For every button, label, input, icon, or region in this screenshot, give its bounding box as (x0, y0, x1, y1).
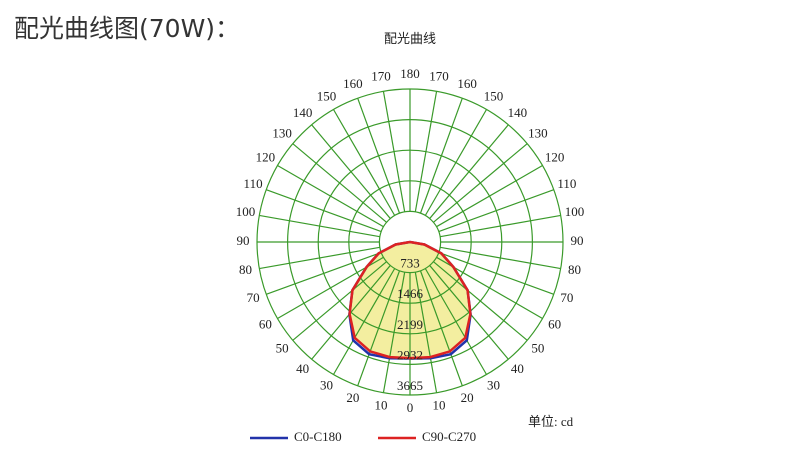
angle-label: 30 (320, 378, 333, 393)
grid-spoke (357, 270, 401, 386)
grid-spoke (440, 246, 561, 270)
grid-spoke (259, 214, 380, 238)
grid-spoke (311, 124, 391, 219)
angle-label: 110 (557, 176, 576, 191)
angle-label: 90 (237, 233, 250, 248)
grid-spoke (433, 143, 528, 223)
angle-label: 130 (272, 126, 292, 141)
angle-label: 70 (247, 290, 260, 305)
angle-label: 90 (571, 233, 584, 248)
angle-label: 110 (244, 176, 263, 191)
r-tick-label: 733 (400, 256, 420, 271)
legend-label: C90-C270 (422, 429, 476, 444)
grid-spoke (266, 251, 382, 295)
grid-spoke (414, 272, 438, 393)
grid-spoke (424, 268, 488, 375)
r-tick-label: 2932 (397, 347, 423, 362)
angle-label: 60 (259, 316, 272, 331)
angle-label: 50 (531, 340, 544, 355)
grid-spoke (438, 189, 554, 233)
grid-spoke (332, 109, 396, 216)
angle-label: 150 (317, 88, 337, 103)
grid-spoke (424, 109, 488, 216)
curve (409, 240, 472, 360)
curve (348, 240, 411, 360)
angle-label: 150 (484, 88, 504, 103)
angle-label: 60 (548, 316, 561, 331)
angle-label: 120 (545, 149, 565, 164)
angle-label: 0 (407, 400, 414, 415)
angle-label: 50 (276, 340, 289, 355)
angle-label: 140 (293, 105, 313, 120)
angle-label: 100 (565, 204, 585, 219)
legend-label: C0-C180 (294, 429, 342, 444)
grid-spoke (259, 246, 380, 270)
page-title: 配光曲线图(70W)： (14, 14, 240, 43)
angle-label: 100 (236, 204, 256, 219)
angle-label: 120 (256, 149, 276, 164)
grid-spoke (438, 251, 554, 295)
angle-label: 160 (457, 76, 477, 91)
r-tick-label: 1466 (397, 286, 424, 301)
angle-label: 40 (511, 361, 524, 376)
angle-label: 160 (343, 76, 363, 91)
grid-spoke (419, 98, 463, 214)
unit-label: 单位: cd (528, 414, 574, 429)
angle-label: 20 (461, 390, 474, 405)
grid-spoke (266, 189, 382, 233)
angle-label: 40 (296, 361, 309, 376)
angle-label: 140 (508, 105, 528, 120)
grid-spoke (436, 164, 543, 228)
chart-title: 配光曲线 (384, 31, 436, 46)
grid-spoke (429, 124, 509, 219)
angle-label: 170 (371, 69, 391, 84)
grid-spoke (292, 261, 387, 341)
r-tick-label: 3665 (397, 378, 423, 393)
grid-spoke (382, 272, 406, 393)
angle-label: 180 (400, 66, 420, 81)
grid-spoke (419, 270, 463, 386)
r-tick-label: 2199 (397, 317, 423, 332)
angle-label: 10 (375, 397, 388, 412)
angle-label: 20 (346, 390, 359, 405)
angle-label: 170 (429, 69, 449, 84)
angle-label: 30 (487, 378, 500, 393)
grid-spoke (357, 98, 401, 214)
grid-spoke (332, 268, 396, 375)
angle-label: 130 (528, 126, 548, 141)
angle-label: 80 (568, 262, 581, 277)
angle-label: 10 (432, 397, 445, 412)
grid-spoke (277, 164, 384, 228)
grid-spoke (433, 261, 528, 341)
grid-spoke (440, 214, 561, 238)
angle-label: 70 (560, 290, 573, 305)
grid-spoke (414, 91, 438, 212)
grid-spoke (292, 143, 387, 223)
angle-label: 80 (239, 262, 252, 277)
grid-spoke (382, 91, 406, 212)
